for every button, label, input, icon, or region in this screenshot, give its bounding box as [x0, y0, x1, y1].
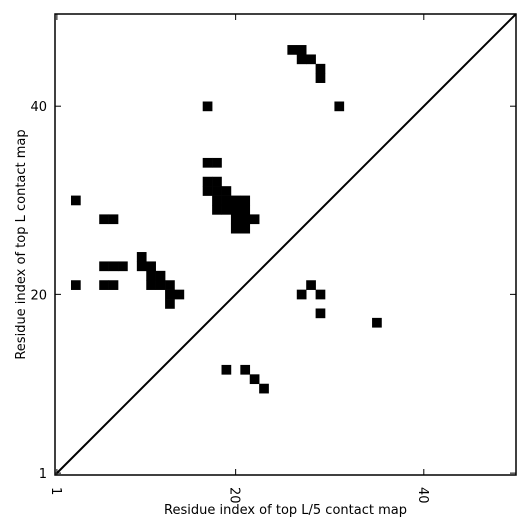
- contact-cell-upper: [174, 289, 185, 300]
- contact-cell-upper: [108, 261, 119, 272]
- contact-cell-upper: [230, 214, 241, 225]
- contact-cell-upper: [155, 280, 166, 290]
- x-tick-label: 1: [48, 487, 63, 495]
- contact-cell-upper: [99, 280, 109, 290]
- contact-cell-upper: [212, 157, 222, 168]
- contact-cell-upper: [240, 195, 251, 206]
- x-tick-label: 20: [227, 487, 242, 504]
- plot-frame: [54, 13, 517, 476]
- x-tick-label: 40: [415, 487, 430, 504]
- contact-cell-lower: [240, 364, 251, 375]
- axis-ticks: 1 20 40 1 20 40: [30, 14, 516, 504]
- contact-cells: [70, 45, 382, 394]
- contact-cell-upper: [240, 223, 251, 234]
- contact-cell-upper: [212, 195, 222, 206]
- contact-cell-upper: [165, 289, 175, 300]
- contact-cell-upper: [99, 261, 109, 272]
- contact-cell-upper: [136, 261, 147, 272]
- contact-cell-upper: [146, 270, 156, 281]
- contact-cell-upper: [240, 214, 251, 225]
- contact-cell-lower: [372, 317, 382, 328]
- contact-cell-upper: [249, 214, 260, 225]
- contact-cell-upper: [202, 186, 213, 196]
- contact-cell-upper: [165, 280, 175, 290]
- contact-cell-upper: [296, 45, 307, 55]
- contact-cell-upper: [230, 223, 241, 234]
- contact-cell-upper: [315, 63, 326, 74]
- contact-cell-upper: [202, 101, 213, 112]
- contact-cell-upper: [306, 54, 316, 65]
- contact-cell-lower: [249, 374, 260, 385]
- y-axis-label: Residue index of top L contact map: [14, 129, 29, 359]
- contact-cell-upper: [99, 214, 109, 225]
- contact-cell-lower: [259, 383, 269, 394]
- y-tick-label: 40: [30, 100, 47, 115]
- contact-cell-upper: [146, 280, 156, 290]
- contact-cell-upper: [70, 280, 81, 290]
- contact-cell-upper: [221, 195, 232, 206]
- contact-cell-upper: [212, 176, 222, 187]
- contact-cell-lower: [315, 308, 326, 319]
- contact-cell-upper: [155, 270, 166, 281]
- contact-cell-lower: [296, 289, 307, 300]
- contact-cell-upper: [212, 186, 222, 196]
- contact-cell-upper: [221, 186, 232, 196]
- contact-cell-lower: [315, 289, 326, 300]
- contact-cell-upper: [202, 176, 213, 187]
- y-tick-label: 20: [30, 288, 47, 303]
- x-axis-label: Residue index of top L/5 contact map: [164, 503, 407, 518]
- contact-cell-upper: [334, 101, 345, 112]
- contact-cell-upper: [146, 261, 156, 272]
- contact-cell-upper: [202, 157, 213, 168]
- contact-cell-upper: [108, 214, 119, 225]
- contact-cell-upper: [230, 195, 241, 206]
- contact-cell-upper: [221, 204, 232, 215]
- contact-cell-lower: [221, 364, 232, 375]
- contact-cell-upper: [296, 54, 307, 65]
- contact-cell-upper: [240, 204, 251, 215]
- contact-cell-upper: [315, 73, 326, 83]
- contact-cell-upper: [287, 45, 298, 55]
- y-tick-label: 1: [39, 467, 47, 482]
- contact-cell-upper: [118, 261, 128, 272]
- contact-cell-upper: [108, 280, 119, 290]
- contact-cell-upper: [136, 252, 147, 262]
- contact-cell-upper: [165, 299, 175, 309]
- contact-cell-upper: [212, 204, 222, 215]
- contact-cell-upper: [230, 204, 241, 215]
- diagonal-line: [56, 13, 517, 474]
- contact-cell-upper: [70, 195, 81, 206]
- contact-cell-lower: [306, 280, 316, 290]
